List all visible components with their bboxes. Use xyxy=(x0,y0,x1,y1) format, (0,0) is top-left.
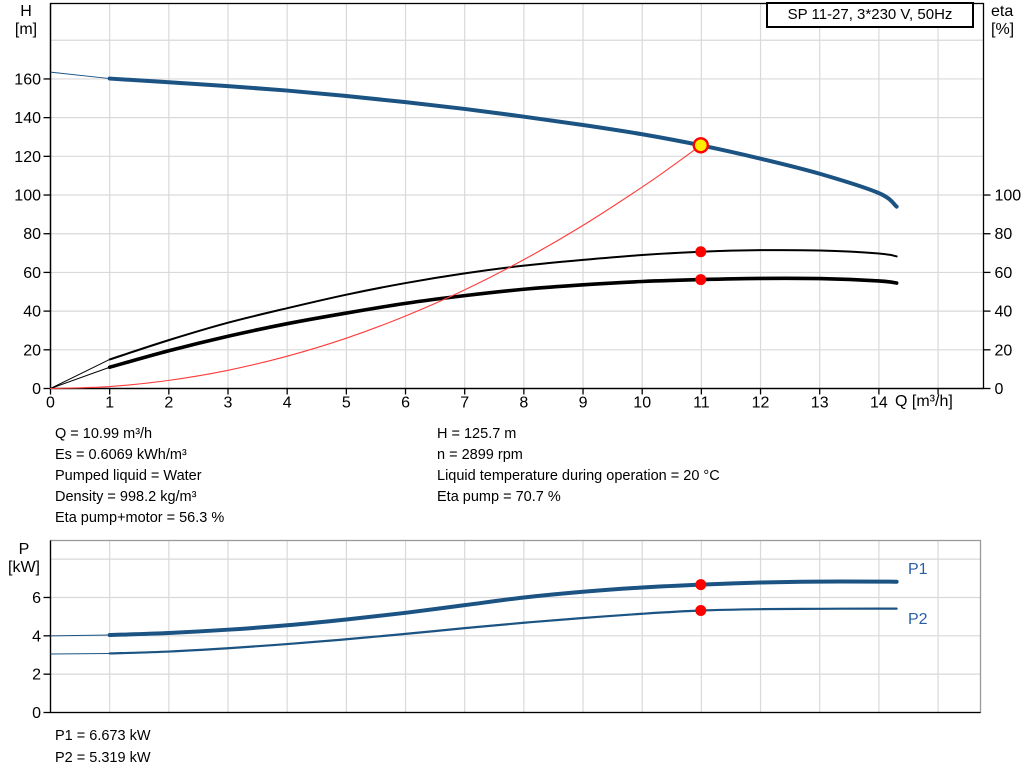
bottom-tick-label: 11 xyxy=(693,395,710,412)
p2-point xyxy=(695,605,707,617)
eta-pump-motor-curve xyxy=(107,276,899,370)
eta-pump-point xyxy=(695,246,707,258)
p1-curve xyxy=(107,579,899,638)
eta-pump-motor-point xyxy=(695,274,707,286)
left-tick-label: 160 xyxy=(14,71,41,88)
info-line-liquid-temperature: Liquid temperature during operation = 20… xyxy=(437,468,720,484)
info-line-density: Density = 998.2 kg/m³ xyxy=(55,489,197,505)
plot-border xyxy=(49,539,982,714)
left-tick-label: 0 xyxy=(32,381,41,398)
p2-curve-lead-in xyxy=(50,652,110,655)
qh-curve-lead-in xyxy=(50,71,110,80)
bottom-tick-label: 2 xyxy=(164,395,173,412)
p2-series-label: P2 xyxy=(908,611,928,628)
info-line-es: Es = 0.6069 kWh/m³ xyxy=(55,447,187,463)
qh-curve xyxy=(107,76,899,209)
bottom-tick-label: 13 xyxy=(811,395,829,412)
left-tick-label: 140 xyxy=(14,110,41,127)
h-axis-title-line2: [m] xyxy=(14,21,38,38)
eta-tick-label: 0 xyxy=(995,381,1004,398)
h-axis-title-line1: H xyxy=(20,3,32,20)
p-axis-title-line1: P xyxy=(18,541,30,558)
q-axis-title: Q [m³/h] xyxy=(895,393,953,410)
left-tick-label: 0 xyxy=(32,705,41,722)
left-tick-label: 100 xyxy=(14,188,41,205)
duty-info-right-column: H = 125.7 m n = 2899 rpm Liquid temperat… xyxy=(437,424,720,508)
bottom-tick-label: 1 xyxy=(105,395,114,412)
info-line-q: Q = 10.99 m³/h xyxy=(55,426,153,442)
info-line-eta-pump: Eta pump = 70.7 % xyxy=(437,489,561,505)
bottom-tick-label: 4 xyxy=(283,395,292,412)
left-tick-label: 20 xyxy=(23,342,41,359)
plot-border xyxy=(49,2,985,390)
eta-axis-title: eta [%] xyxy=(991,3,1014,39)
eta-pump-curve xyxy=(108,249,898,361)
h-axis-title: H [m] xyxy=(8,3,44,39)
eta-axis-title-line1: eta xyxy=(991,3,1014,20)
eta-pump-curve-lead-in xyxy=(50,359,110,389)
p-axis-title: P [kW] xyxy=(2,541,46,577)
left-tick-label: 40 xyxy=(23,304,41,321)
info-line-eta-pump-motor: Eta pump+motor = 56.3 % xyxy=(55,510,225,526)
bottom-tick-label: 5 xyxy=(342,395,351,412)
info-line-pumped-liquid: Pumped liquid = Water xyxy=(55,468,202,484)
bottom-tick-label: 8 xyxy=(519,395,528,412)
info-line-n: n = 2899 rpm xyxy=(437,447,523,463)
eta-pump-motor-curve-lead-in xyxy=(50,366,110,389)
info-line-p1: P1 = 6.673 kW xyxy=(55,728,151,744)
p2-curve xyxy=(108,607,898,655)
eta-tick-label: 20 xyxy=(995,342,1013,359)
bottom-tick-label: 0 xyxy=(46,395,55,412)
p1-curve-lead-in xyxy=(50,634,110,637)
bottom-tick-label: 3 xyxy=(224,395,233,412)
bottom-tick-label: 10 xyxy=(633,395,651,412)
left-tick-label: 6 xyxy=(32,590,41,607)
left-tick-label: 4 xyxy=(32,628,41,645)
power-info: P1 = 6.673 kW P2 = 5.319 kW xyxy=(55,725,151,769)
left-tick-label: 2 xyxy=(32,667,41,684)
left-tick-label: 80 xyxy=(23,226,41,243)
duty-info-left-column: Q = 10.99 m³/h Es = 0.6069 kWh/m³ Pumped… xyxy=(55,424,224,529)
bottom-tick-label: 9 xyxy=(579,395,588,412)
eta-tick-label: 100 xyxy=(995,188,1022,205)
info-line-h: H = 125.7 m xyxy=(437,426,517,442)
bottom-tick-label: 12 xyxy=(752,395,770,412)
system-curve xyxy=(49,144,702,390)
bottom-tick-label: 7 xyxy=(460,395,469,412)
p-axis-title-line2: [kW] xyxy=(8,559,40,576)
duty-point xyxy=(692,137,709,154)
bottom-tick-label: 14 xyxy=(870,395,888,412)
p1-series-label: P1 xyxy=(908,561,928,578)
eta-axis-title-line2: [%] xyxy=(991,21,1015,38)
pump-title-box: SP 11-27, 3*230 V, 50Hz xyxy=(766,2,974,28)
left-tick-label: 120 xyxy=(14,149,41,166)
eta-tick-label: 60 xyxy=(995,265,1013,282)
left-tick-label: 60 xyxy=(23,265,41,282)
p1-point xyxy=(695,579,707,591)
eta-tick-label: 40 xyxy=(995,304,1013,321)
info-line-p2: P2 = 5.319 kW xyxy=(55,750,151,766)
eta-tick-label: 80 xyxy=(995,226,1013,243)
bottom-tick-label: 6 xyxy=(401,395,410,412)
